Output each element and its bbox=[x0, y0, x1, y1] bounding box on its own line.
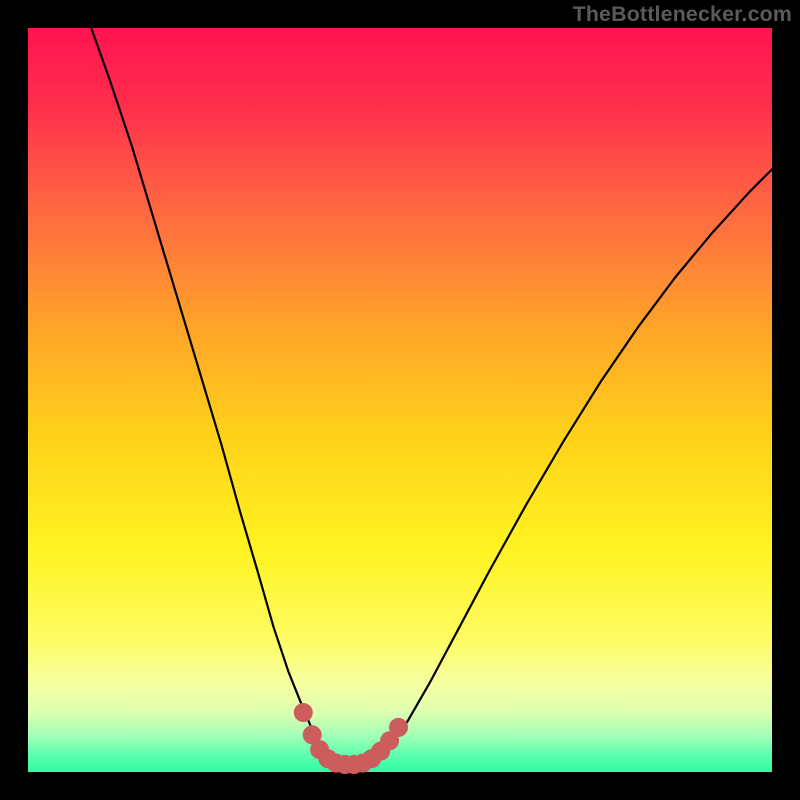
chart-svg bbox=[0, 0, 800, 800]
valley-marker bbox=[294, 703, 312, 721]
valley-marker bbox=[390, 718, 408, 736]
chart-frame: TheBottlenecker.com bbox=[0, 0, 800, 800]
plot-background bbox=[28, 28, 772, 772]
watermark-text: TheBottlenecker.com bbox=[573, 2, 792, 27]
